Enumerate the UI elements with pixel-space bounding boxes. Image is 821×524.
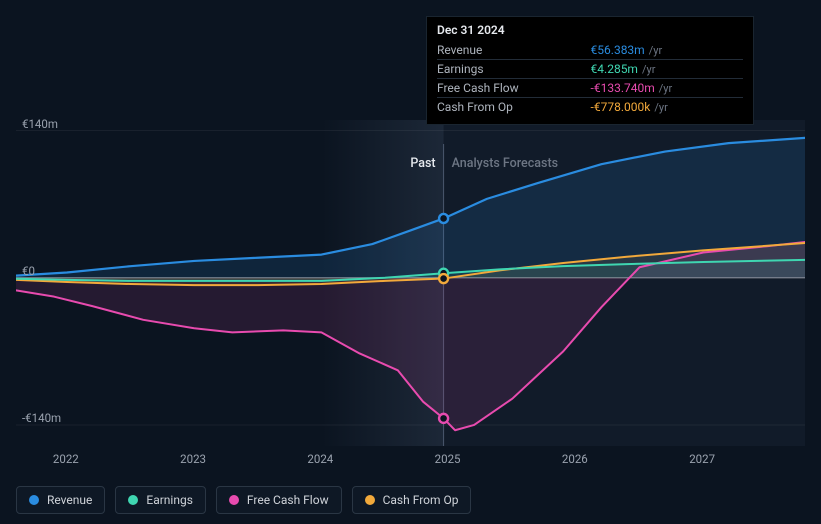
tooltip-row: Earnings€4.285m/yr [437,60,743,79]
tooltip-row-value: -€133.740m/yr [585,79,743,98]
section-label-forecast: Analysts Forecasts [452,156,558,171]
legend-item-earnings[interactable]: Earnings [115,486,206,514]
legend-swatch [365,495,375,505]
legend-swatch [229,495,239,505]
legend-swatch [29,495,39,505]
x-axis-label: 2026 [562,452,588,466]
legend-label: Earnings [146,493,193,507]
tooltip-row-label: Earnings [437,60,585,79]
tooltip-row-value: €56.383m/yr [585,41,743,60]
legend-label: Revenue [47,493,92,507]
x-axis-label: 2025 [435,452,461,466]
tooltip-date: Dec 31 2024 [437,23,743,41]
section-label-past: Past [410,156,435,171]
y-axis-label: -€140m [22,411,61,425]
tooltip-row-value: €4.285m/yr [585,60,743,79]
x-axis-label: 2024 [307,452,333,466]
tooltip-row: Cash From Op-€778.000k/yr [437,98,743,117]
chart-tooltip: Dec 31 2024 Revenue€56.383m/yrEarnings€4… [426,16,754,125]
legend-label: Cash From Op [383,493,459,507]
x-axis-label: 2022 [53,452,79,466]
y-axis-label: €140m [22,117,58,131]
legend-item-cfo[interactable]: Cash From Op [352,486,472,514]
legend-item-fcf[interactable]: Free Cash Flow [216,486,342,514]
legend-label: Free Cash Flow [247,493,329,507]
legend-swatch [128,495,138,505]
tooltip-row: Free Cash Flow-€133.740m/yr [437,79,743,98]
y-axis-label: €0 [22,264,35,278]
tooltip-row-label: Free Cash Flow [437,79,585,98]
tooltip-row-value: -€778.000k/yr [585,98,743,117]
tooltip-row-label: Cash From Op [437,98,585,117]
legend-item-revenue[interactable]: Revenue [16,486,105,514]
chart-legend: Revenue Earnings Free Cash Flow Cash From O… [16,486,471,514]
x-axis-label: 2027 [689,452,715,466]
x-axis-label: 2023 [180,452,206,466]
tooltip-row-label: Revenue [437,41,585,60]
tooltip-row: Revenue€56.383m/yr [437,41,743,60]
